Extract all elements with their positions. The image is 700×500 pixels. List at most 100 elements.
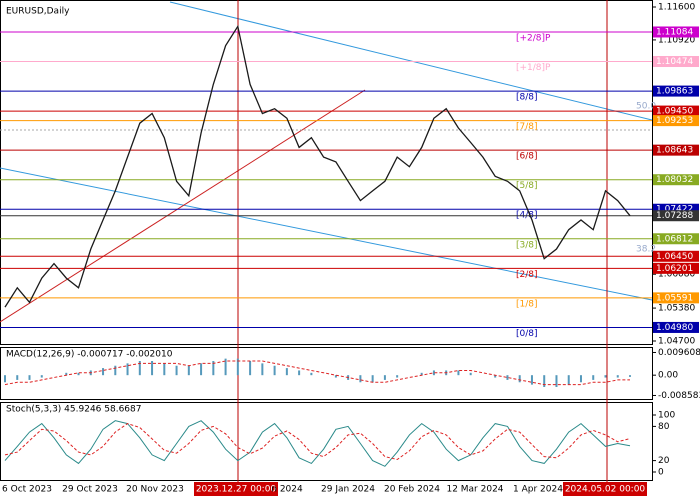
price-box [653, 85, 699, 97]
price-label: 1.07422 [656, 205, 693, 215]
stoch-line [4, 420, 631, 467]
level-tag: [1/8] [516, 299, 538, 309]
macd-bar [629, 375, 631, 377]
level-tag: [0/8] [516, 329, 538, 339]
price-label: 1.08643 [656, 146, 693, 156]
y-tick-label: 100 [658, 411, 675, 421]
date-box [194, 482, 278, 496]
price-box [653, 262, 699, 274]
y-tick-label: 1.10920 [658, 35, 695, 45]
macd-bar [151, 361, 154, 376]
price-box [653, 233, 699, 245]
annotation: 38.2 [636, 245, 656, 255]
macd-bar [102, 368, 105, 376]
chart-title: EURUSD,Daily [6, 7, 70, 17]
signal-line [4, 360, 630, 386]
price-box [653, 105, 699, 117]
price-label: 1.11084 [656, 27, 693, 37]
y-tick-label: 1.05380 [658, 304, 695, 314]
macd-bar [469, 372, 472, 376]
price-label: 1.06450 [656, 252, 693, 262]
y-tick-label: 80 [658, 422, 670, 432]
stoch-line [4, 423, 631, 461]
macd-bar [28, 375, 31, 380]
macd-bar [4, 375, 6, 383]
macd-bar [555, 375, 558, 387]
price-box [653, 210, 699, 222]
stoch-panel [0, 402, 653, 481]
x-tick-label: n 2024 [271, 485, 303, 495]
macd-bar [65, 372, 68, 376]
x-tick-label: 29 Jan 2024 [321, 485, 375, 495]
price-box [653, 321, 699, 333]
price-box [653, 250, 699, 262]
y-tick-label: 1.04700 [658, 337, 695, 347]
y-tick-label: 20 [658, 456, 670, 466]
price-label: 1.09253 [656, 116, 693, 126]
price-box [653, 26, 699, 38]
macd-bar [77, 372, 80, 376]
level-tag: [+2/8]P [516, 33, 551, 43]
x-tick-label: 6 Oct 2023 [2, 485, 52, 495]
macd-bar [285, 368, 288, 376]
x-tick-label: 12 Mar 2024 [446, 485, 503, 495]
price-label: 1.04980 [656, 323, 693, 333]
macd-bar [261, 363, 264, 376]
macd-bar [494, 375, 497, 378]
trend-line [169, 1, 653, 121]
macd-bar [383, 375, 386, 380]
macd-bar [16, 375, 19, 380]
stoch-title: Stoch(5,3,3) 45.9246 58.6687 [6, 405, 141, 415]
macd-bar [236, 358, 239, 376]
level-tag: [3/8] [516, 240, 538, 250]
macd-bar [114, 365, 117, 376]
level-tag: [5/8] [516, 181, 538, 191]
macd-bar [163, 363, 166, 376]
price-box [653, 292, 699, 304]
level-tag: [6/8] [516, 152, 538, 162]
macd-bar [396, 375, 399, 378]
macd-bar [579, 375, 582, 383]
price-label: 1.07288 [656, 211, 693, 221]
macd-bar [224, 358, 227, 376]
price-label: 1.06812 [656, 234, 693, 244]
macd-bar [616, 375, 619, 378]
macd-bar [273, 365, 276, 376]
y-tick-label: 1.11600 [658, 3, 695, 13]
x-tick-label: 20 Feb 2024 [384, 485, 440, 495]
macd-bar [212, 361, 215, 376]
macd-bar [567, 375, 570, 385]
macd-bar [298, 370, 301, 376]
macd-title: MACD(12,26,9) -0.000717 -0.002010 [6, 350, 173, 360]
macd-bar [126, 363, 129, 376]
y-tick-label: 0 [658, 468, 664, 478]
macd-bar [371, 375, 374, 383]
macd-bar [334, 375, 337, 378]
y-tick-label: 0.00 [658, 371, 678, 381]
macd-bar [457, 370, 460, 376]
macd-bar [530, 375, 533, 385]
price-box [653, 203, 699, 215]
price-label: 1.05591 [656, 293, 693, 303]
price-box [653, 56, 699, 68]
macd-bar [310, 372, 313, 376]
level-tag: [8/8] [516, 93, 538, 103]
price-panel [0, 0, 653, 345]
x-tick-label: 2024.05.02 00:00 [565, 485, 646, 495]
level-tag: [7/8] [516, 122, 538, 132]
macd-bar [543, 375, 546, 387]
annotation: 50.0 [636, 102, 656, 112]
x-tick-label: 1 Apr 2024 [513, 485, 563, 495]
macd-bar [359, 375, 362, 383]
macd-bar [420, 372, 423, 376]
x-tick-label: 20 Nov 2023 [126, 485, 184, 495]
macd-bar [592, 375, 595, 380]
macd-bar [604, 375, 607, 378]
macd-bar [138, 361, 141, 376]
macd-bar [40, 375, 43, 378]
macd-bar [187, 365, 190, 376]
date-box [563, 482, 647, 496]
price-label: 1.08032 [656, 175, 693, 185]
